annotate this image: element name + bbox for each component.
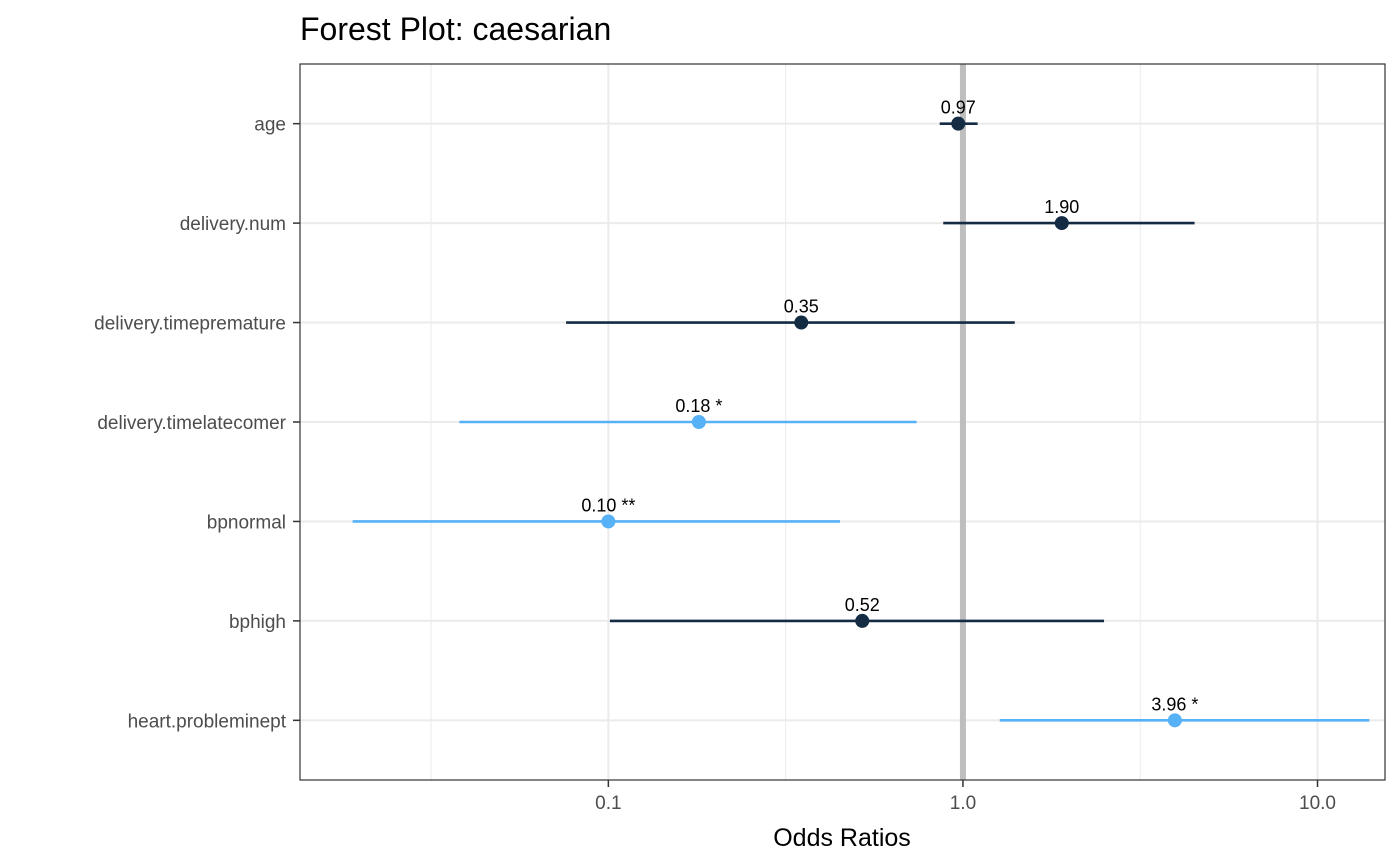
term-mark-age: 0.97	[939, 98, 978, 131]
y-tick-label: delivery.num	[180, 214, 286, 235]
estimate-point	[691, 415, 706, 429]
estimate-label: 3.96 *	[1151, 694, 1198, 714]
estimate-label: 0.52	[845, 595, 880, 615]
x-axis: 0.1 1.0 10.0	[595, 780, 1336, 814]
estimate-label: 0.10 **	[581, 495, 635, 515]
term-mark-heart-probleminept: 3.96 *	[999, 694, 1370, 728]
y-tick-label: delivery.timepremature	[94, 314, 286, 335]
estimate-marks: 0.97 1.90 0.35 0.18 * 0.10 ** 0.52 3.96 *	[352, 98, 1370, 728]
estimate-point	[1054, 216, 1069, 231]
estimate-label: 1.90	[1044, 197, 1079, 217]
chart-title: Forest Plot: caesarian	[300, 11, 611, 47]
estimate-label: 0.18 *	[675, 396, 722, 416]
y-axis: age delivery.num delivery.timepremature del…	[94, 115, 300, 732]
estimate-point	[794, 315, 809, 330]
estimate-point	[855, 613, 870, 628]
term-mark-bpnormal: 0.10 **	[352, 495, 840, 529]
x-axis-title: Odds Ratios	[773, 824, 911, 852]
x-tick-label: 10.0	[1299, 793, 1336, 814]
term-mark-bphigh: 0.52	[609, 595, 1105, 628]
x-tick-label: 1.0	[950, 793, 976, 814]
y-tick-label: age	[254, 115, 286, 136]
estimate-label: 0.35	[784, 297, 819, 317]
estimate-point	[1167, 713, 1182, 728]
y-tick-label: bpnormal	[207, 512, 286, 533]
term-mark-delivery-num: 1.90	[943, 197, 1195, 231]
y-tick-label: heart.probleminept	[128, 711, 287, 732]
estimate-label: 0.97	[941, 98, 976, 118]
term-mark-delivery-timelatecomer: 0.18 *	[459, 396, 917, 429]
x-tick-label: 0.1	[595, 793, 621, 814]
estimate-point	[951, 116, 966, 131]
estimate-point	[601, 514, 616, 529]
term-mark-delivery-timepremature: 0.35	[566, 297, 1015, 330]
y-tick-label: delivery.timelatecomer	[97, 413, 286, 434]
y-tick-label: bphigh	[229, 612, 286, 633]
